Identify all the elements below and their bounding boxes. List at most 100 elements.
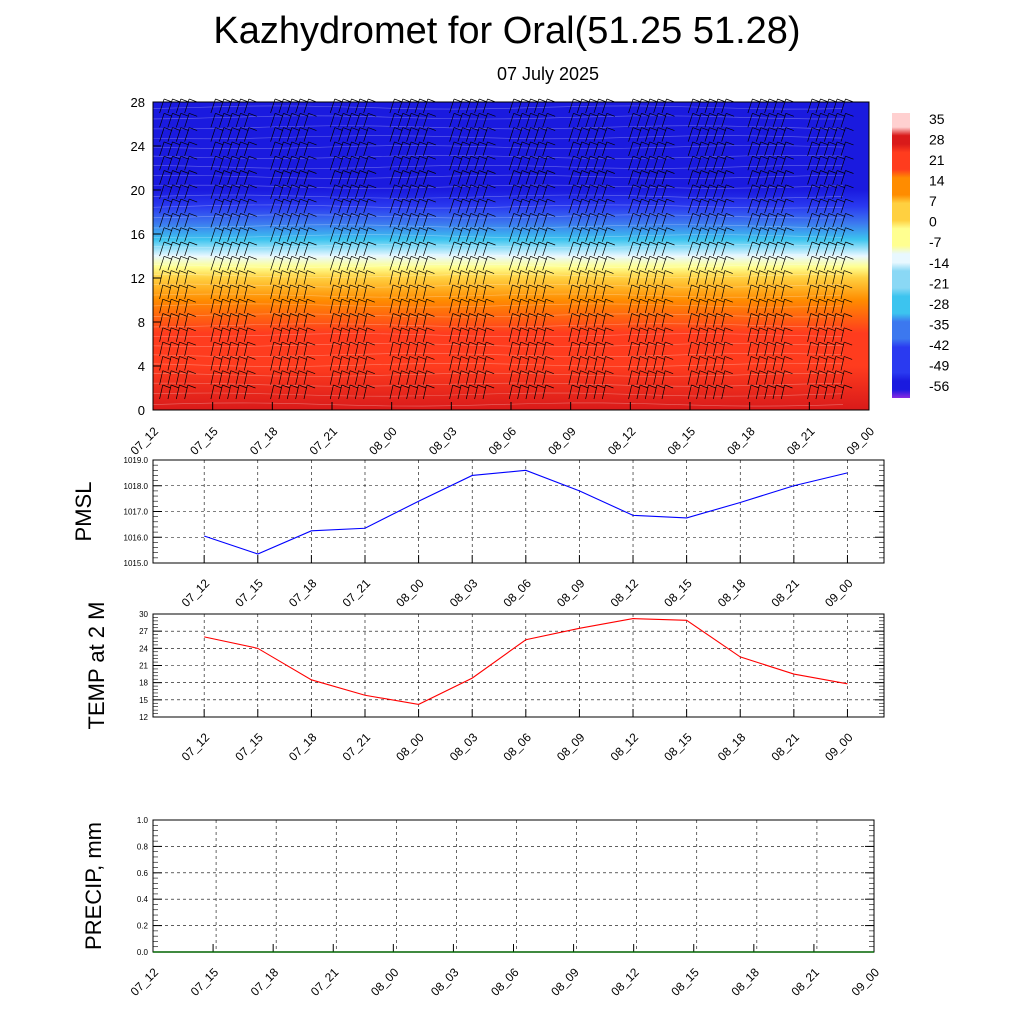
- wind-barb-flag: [709, 198, 718, 203]
- wind-barb: [465, 299, 470, 314]
- wind-barb: [465, 370, 470, 385]
- y-tick-label: 0.6: [137, 869, 149, 878]
- wind-barb-flag: [835, 327, 844, 332]
- y-tick-label: 0.4: [137, 895, 149, 904]
- wind-barb: [167, 127, 173, 142]
- wind-barb-flag: [307, 384, 316, 389]
- wind-barb-flag: [223, 112, 232, 117]
- wind-barb-flag: [417, 313, 427, 317]
- wind-barb: [517, 184, 523, 199]
- wind-barb: [449, 370, 454, 385]
- wind-barb-flag: [231, 127, 241, 131]
- wind-barb-flag: [247, 356, 256, 360]
- wind-barb: [764, 241, 770, 257]
- wind-barb-flag: [573, 241, 582, 246]
- wind-barb-flag: [180, 198, 189, 203]
- wind-barb: [354, 342, 359, 357]
- wind-barb-flag: [333, 356, 342, 360]
- wind-barb-flag: [238, 313, 248, 317]
- contour-line: [152, 313, 844, 318]
- wind-barb: [286, 313, 291, 328]
- wind-barb: [593, 241, 599, 257]
- wind-barb-flag: [588, 313, 597, 317]
- wind-barb: [644, 256, 651, 271]
- wind-barb-flag: [717, 141, 726, 146]
- wind-barb-flag: [606, 255, 615, 260]
- wind-barb: [712, 198, 719, 214]
- wind-barb-flag: [726, 127, 735, 131]
- wind-barb: [593, 127, 599, 142]
- wind-barb: [474, 342, 479, 357]
- wind-barb-flag: [648, 313, 657, 317]
- wind-barb: [815, 342, 820, 357]
- wind-barb: [772, 327, 777, 342]
- wind-barb-flag: [724, 284, 733, 289]
- wind-barb-flag: [470, 112, 479, 117]
- wind-barb: [286, 170, 293, 185]
- wind-barb: [593, 213, 599, 228]
- x-tick-label: 08_21: [768, 730, 802, 764]
- wind-barb: [346, 213, 352, 228]
- wind-barb: [661, 342, 666, 357]
- wind-barb-flag: [477, 384, 486, 389]
- wind-barb: [482, 327, 487, 342]
- wind-barb: [278, 127, 284, 142]
- wind-barb: [721, 127, 727, 142]
- wind-barb-flag: [283, 227, 292, 232]
- wind-barb-flag: [410, 213, 420, 217]
- wind-barb-flag: [189, 227, 198, 232]
- wind-barb: [227, 156, 233, 171]
- wind-barb: [414, 98, 420, 114]
- wind-barb-flag: [460, 356, 470, 360]
- wind-barb-flag: [479, 184, 488, 189]
- colorbar-label: -14: [929, 255, 949, 271]
- wind-barb: [295, 342, 300, 357]
- wind-barb: [354, 384, 359, 400]
- wind-barb: [525, 213, 531, 228]
- wind-barb-flag: [342, 213, 352, 217]
- wind-barb: [807, 227, 813, 242]
- wind-barb: [406, 270, 411, 285]
- wind-barb: [661, 227, 667, 242]
- wind-barb-flag: [845, 241, 854, 246]
- wind-barb-flag: [179, 298, 188, 303]
- wind-barb: [474, 384, 479, 400]
- wind-barb: [363, 241, 369, 257]
- wind-barb: [653, 127, 659, 142]
- wind-barb-flag: [528, 327, 538, 332]
- wind-barb: [704, 170, 710, 185]
- wind-barb: [175, 270, 180, 285]
- wind-barb-flag: [162, 370, 171, 375]
- wind-barb: [508, 98, 515, 114]
- wind-barb-flag: [187, 327, 196, 332]
- wind-barb-flag: [351, 255, 360, 260]
- wind-barb-flag: [307, 341, 316, 346]
- wind-barb-flag: [827, 298, 836, 303]
- wind-barb-flag: [777, 241, 786, 246]
- wind-barb-flag: [469, 327, 478, 332]
- wind-barb-flag: [409, 356, 418, 360]
- wind-barb-flag: [402, 213, 411, 217]
- wind-barb-flag: [768, 184, 778, 189]
- wind-barb: [278, 241, 284, 257]
- wind-barb: [210, 270, 215, 285]
- wind-barb-flag: [358, 356, 367, 360]
- wind-barb: [295, 284, 300, 299]
- wind-barb: [397, 384, 402, 400]
- wind-barb-flag: [410, 227, 420, 232]
- wind-barb: [303, 241, 309, 257]
- wind-barb-flag: [580, 284, 589, 289]
- wind-barb: [601, 256, 608, 271]
- wind-barb-flag: [707, 298, 717, 303]
- wind-barb-flag: [334, 127, 343, 131]
- wind-barb-flag: [724, 270, 733, 274]
- wind-barb-flag: [767, 356, 776, 360]
- wind-barb-flag: [573, 112, 582, 117]
- wind-barb-flag: [547, 198, 556, 203]
- wind-barb: [601, 313, 606, 328]
- wind-barb-flag: [410, 184, 420, 189]
- x-tick-label: 08_06: [500, 730, 534, 764]
- wind-barb: [644, 127, 651, 142]
- wind-barb: [218, 198, 225, 214]
